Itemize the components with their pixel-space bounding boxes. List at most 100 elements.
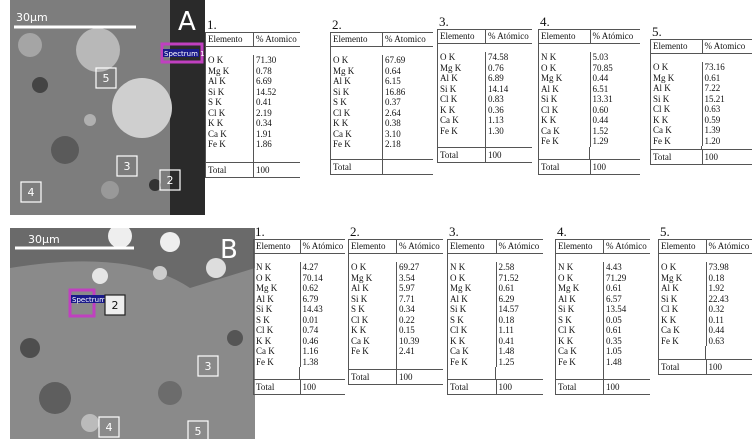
cell: 10.39 [396, 335, 443, 346]
cell: 5.97 [396, 283, 443, 294]
cell: Al K [256, 293, 274, 304]
cell: 6.29 [495, 293, 544, 304]
cell: O K [653, 62, 669, 72]
table-row: Ca K 1.39 [651, 125, 752, 136]
cell: Mg K [208, 65, 230, 76]
table-number: 3. [449, 224, 459, 239]
cell: 0.37 [382, 97, 433, 108]
table-body: Elemento % Atómico N K 4.27 O K 70.14 Mg K 0.62… [253, 239, 345, 395]
spacer-cell [395, 356, 444, 369]
cell: 0.18 [495, 314, 544, 325]
cell: 1.48 [495, 346, 544, 357]
cell: Cl K [256, 325, 274, 335]
cell: 71.52 [495, 272, 544, 283]
cell: Cl K [208, 107, 226, 118]
spacer-cell [381, 149, 434, 159]
marker-box [159, 169, 181, 191]
table-row: O K 73.16 [651, 62, 752, 73]
spacer [331, 149, 434, 159]
spacer [539, 146, 640, 159]
header-row: Elemento % Atómico [448, 239, 543, 254]
cell: 1.86 [253, 139, 300, 150]
table-row: Mg K 0.44 [539, 73, 640, 84]
table-row: Mg K 0.78 [206, 65, 300, 76]
data-table: 2. Elemento % Atómico O K 69.27 Mg K 3.54 Al K 5… [348, 225, 443, 385]
cell: N K [541, 52, 557, 62]
table-row: K K 0.44 [539, 115, 640, 126]
total-row: Total 100 [206, 162, 300, 178]
total-row: Total 100 [556, 379, 650, 395]
table-row: Fe K 1.20 [651, 135, 752, 146]
cell: K K [256, 335, 272, 346]
header-row: Elemento % Atómico [438, 29, 532, 44]
cell: 14.57 [495, 304, 544, 315]
table-body: Elemento % Atómico N K 2.58 O K 71.52 Mg K 0.61… [447, 239, 543, 395]
total-row: Total 100 [539, 159, 640, 175]
cell: 0.41 [253, 97, 300, 108]
cell: S K [558, 314, 572, 325]
spacer [659, 346, 752, 359]
table-row: O K 71.29 [556, 272, 650, 283]
marker-box [104, 294, 126, 316]
cell: 6.51 [589, 83, 641, 94]
table-row: Si K 7.71 [349, 293, 443, 304]
cell: Ca K [653, 125, 672, 135]
cell: N K [256, 262, 272, 272]
cell: Si K [541, 94, 558, 104]
total-row: Total 100 [349, 369, 443, 385]
table-row: Si K 13.54 [556, 304, 650, 315]
cell: 0.63 [705, 335, 752, 346]
marker-label: 5 [195, 425, 202, 438]
table-row: Ca K 1.52 [539, 125, 641, 136]
cell: Ca K [440, 115, 459, 125]
total-cell: Total [661, 362, 680, 372]
marker-box [116, 155, 138, 177]
table-row: Si K 22.43 [659, 293, 752, 304]
table-row: Cl K 0.61 [556, 325, 650, 336]
panel-letter: A [178, 7, 196, 37]
cell: Fe K [333, 139, 351, 149]
cell: Ca K [351, 335, 370, 346]
cell: S K [256, 314, 270, 325]
cell: 1.52 [589, 125, 641, 136]
cell: 0.61 [495, 283, 544, 294]
total-cell: 100 [253, 163, 300, 177]
cell: Si K [333, 86, 350, 97]
cell: Si K [558, 304, 575, 314]
cell: 0.44 [589, 115, 641, 126]
total-cell: 100 [495, 380, 544, 394]
table-row: S K 0.41 [206, 97, 300, 108]
marker-label: 3 [205, 360, 212, 373]
table-row: Si K 13.31 [539, 94, 640, 105]
table-row: Mg K 0.61 [448, 283, 543, 294]
table-row: Cl K 0.22 [349, 314, 443, 325]
cell: 0.34 [253, 118, 300, 129]
header-cell: Elemento [558, 241, 593, 251]
table-number: 5. [652, 24, 662, 39]
cell: 0.22 [396, 314, 443, 325]
table-row: S K 0.05 [556, 314, 650, 325]
cell: 70.14 [299, 272, 346, 283]
table-row: Ca K 1.91 [206, 128, 300, 139]
header-cell: % Atómico [396, 240, 443, 253]
table-number: 3. [439, 14, 449, 29]
header-cell: Elemento [351, 241, 386, 251]
cell: O K [541, 62, 557, 73]
cell: 5.03 [589, 52, 641, 63]
marker-label: 2 [112, 299, 119, 312]
header-cell: % Atómico [603, 240, 650, 253]
cell: Al K [440, 73, 458, 83]
cell: 0.62 [299, 283, 346, 294]
cell: 73.98 [705, 262, 752, 273]
cell: Si K [208, 86, 225, 97]
table-row: Cl K 0.74 [254, 325, 345, 336]
cell: N K [450, 262, 466, 272]
cell: Fe K [351, 346, 369, 356]
spacer [206, 149, 300, 162]
cell: Si K [653, 93, 670, 104]
table-row: Fe K 1.48 [556, 356, 650, 367]
table-row: Fe K 2.18 [331, 139, 433, 150]
table-body: Elemento % Atómico O K 73.98 Mg K 0.18 Al K 1.9… [658, 239, 752, 375]
total-cell: 100 [603, 380, 650, 394]
